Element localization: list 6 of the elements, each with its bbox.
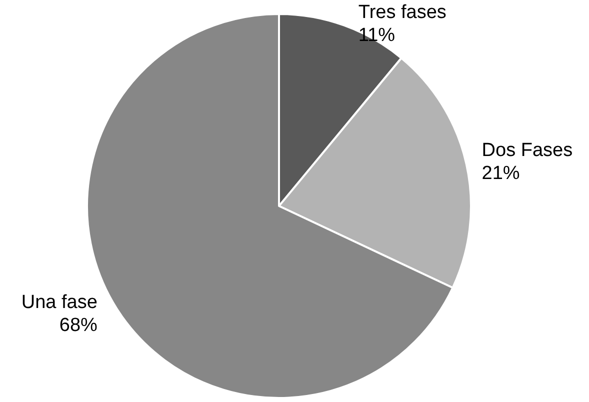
data-label: 68% bbox=[59, 315, 98, 336]
slice-label: Tres fases bbox=[358, 2, 446, 23]
slice-label: Una fase bbox=[21, 292, 98, 314]
data-label: 21% bbox=[482, 162, 520, 184]
data-label: 11% bbox=[358, 25, 396, 46]
slice-label: Dos Fases bbox=[482, 140, 573, 161]
